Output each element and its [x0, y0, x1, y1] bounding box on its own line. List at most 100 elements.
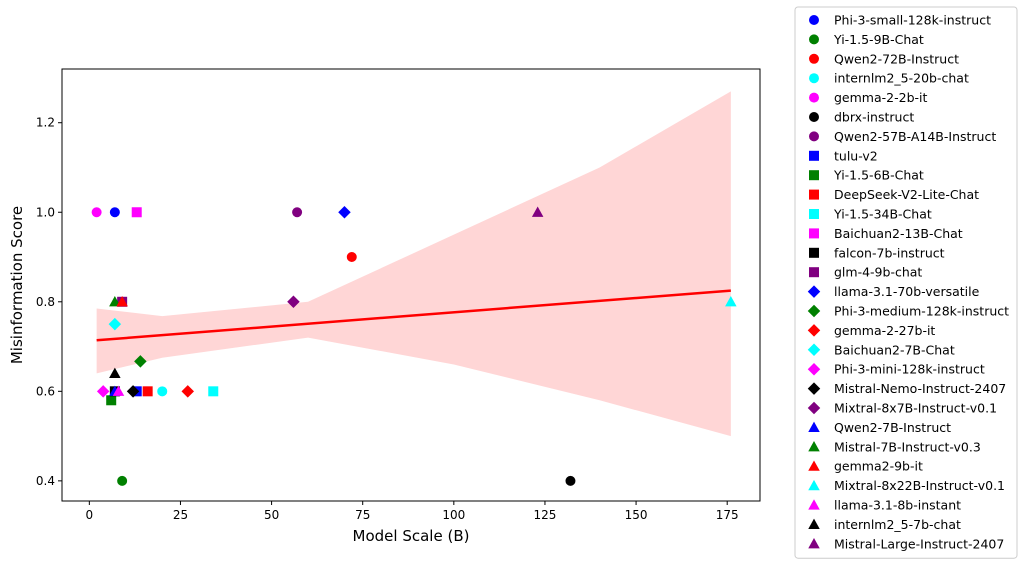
- legend-marker-mistral-large-instruct-2407: [808, 538, 820, 549]
- legend-label-yi-1-5-9b-chat: Yi-1.5-9B-Chat: [833, 32, 924, 47]
- x-tick-label: 175: [716, 508, 739, 522]
- x-axis: 0 25 50 75 100 125 150 175: [86, 501, 739, 522]
- legend-marker-yi-1-5-34b-chat: [809, 209, 819, 219]
- legend-label-gemma-2-2b-it: gemma-2-2b-it: [834, 90, 927, 105]
- y-axis-title: Misinformation Score: [8, 206, 26, 364]
- data-point-llama-3-1-70b-versatile: [338, 206, 351, 219]
- legend-label-baichuan2-13b-chat: Baichuan2-13B-Chat: [834, 226, 963, 241]
- legend-marker-yi-1-5-6b-chat: [809, 170, 819, 181]
- legend-marker-tulu-v2: [809, 150, 819, 161]
- data-point-mistral-7b-instruct-v0-3: [109, 296, 121, 307]
- legend-label-baichuan2-7b-chat: Baichuan2-7B-Chat: [834, 342, 955, 357]
- legend-marker-qwen2-72b-instruct: [809, 53, 819, 64]
- data-point-mistral-nemo-instruct-2407: [126, 385, 140, 398]
- legend-label-phi-3-small-128k-instruct: Phi-3-small-128k-instruct: [834, 13, 991, 28]
- data-point-gemma-2-2b-it: [91, 207, 102, 218]
- legend-marker-deepseek-v2-lite-chat: [809, 189, 819, 200]
- legend-marker-phi-3-mini-128k-instruct: [807, 362, 821, 376]
- y-tick-label: 0.8: [36, 295, 55, 309]
- legend-marker-glm-4-9b-chat: [809, 267, 819, 278]
- legend: Phi-3-small-128k-instruct Yi-1.5-9B-Chat Q…: [794, 6, 1018, 559]
- data-point-baichuan2-13b-chat: [131, 207, 142, 218]
- data-point-yi-1-5-6b-chat: [106, 395, 117, 406]
- legend-marker-baichuan2-7b-chat: [807, 343, 821, 357]
- legend-label-internlm2-5-20b-chat: internlm2_5-20b-chat: [834, 71, 969, 86]
- data-point-phi-3-medium-128k-instruct: [134, 355, 147, 368]
- y-tick-label: 0.6: [36, 384, 55, 398]
- legend-label-deepseek-v2-lite-chat: DeepSeek-V2-Lite-Chat: [834, 187, 979, 202]
- legend-label-mistral-nemo-instruct-2407: Mistral-Nemo-Instruct-2407: [834, 381, 1006, 396]
- data-point-gemma2-9b-it: [116, 296, 128, 307]
- data-point-qwen2-72b-instruct: [346, 252, 357, 263]
- data-point-yi-1-5-34b-chat: [208, 386, 219, 397]
- legend-label-llama-3-1-8b-instant: llama-3.1-8b-instant: [834, 498, 961, 513]
- data-point-dbrx-instruct: [565, 475, 576, 486]
- legend-marker-llama-3-1-8b-instant: [808, 499, 820, 510]
- y-tick-label: 1.2: [36, 116, 55, 130]
- legend-marker-qwen2-7b-instruct: [808, 421, 820, 432]
- legend-label-qwen2-7b-instruct: Qwen2-7B-Instruct: [834, 420, 951, 435]
- data-point-mixtral-8x22b-instruct-v0-1: [725, 296, 737, 307]
- data-point-phi-3-mini-128k-instruct: [96, 385, 110, 398]
- legend-marker-mixtral-8x7b-instruct-v0-1: [807, 401, 821, 415]
- legend-label-llama-3-1-70b-versatile: llama-3.1-70b-versatile: [834, 284, 980, 299]
- regression-line-layer: [96, 289, 731, 342]
- data-point-internlm2-5-7b-chat: [109, 367, 121, 379]
- y-tick-label: 1.0: [36, 205, 55, 219]
- legend-marker-gemma-2-27b-it: [807, 324, 821, 337]
- legend-marker-falcon-7b-instruct: [809, 247, 819, 258]
- data-points-layer: [91, 206, 737, 486]
- legend-marker-dbrx-instruct: [809, 112, 819, 122]
- legend-label-gemma-2-27b-it: gemma-2-27b-it: [834, 323, 935, 338]
- legend-marker-yi-1-5-9b-chat: [809, 34, 819, 45]
- y-tick-label: 0.4: [36, 474, 55, 488]
- x-tick-label: 25: [173, 508, 188, 522]
- x-tick-label: 0: [86, 508, 94, 522]
- data-point-baichuan2-7b-chat: [108, 317, 122, 331]
- legend-marker-phi-3-small-128k-instruct: [809, 15, 819, 25]
- y-axis: 0.4 0.6 0.8 1.0 1.2: [36, 116, 62, 488]
- legend-label-internlm2-5-7b-chat: internlm2_5-7b-chat: [834, 517, 961, 532]
- legend-label-mistral-large-instruct-2407: Mistral-Large-Instruct-2407: [834, 536, 1004, 551]
- x-tick-label: 75: [355, 508, 370, 522]
- legend-label-tulu-v2: tulu-v2: [834, 148, 878, 163]
- legend-label-yi-1-5-34b-chat: Yi-1.5-34B-Chat: [833, 207, 932, 222]
- legend-marker-baichuan2-13b-chat: [809, 228, 819, 239]
- data-point-mixtral-8x7b-instruct-v0-1: [287, 295, 300, 309]
- legend-label-mistral-7b-instruct-v0-3: Mistral-7B-Instruct-v0.3: [834, 439, 981, 454]
- legend-label-mixtral-8x22b-instruct-v0-1: Mixtral-8x22B-Instruct-v0.1: [834, 478, 1005, 493]
- legend-label-glm-4-9b-chat: glm-4-9b-chat: [834, 265, 922, 280]
- legend-marker-gemma2-9b-it: [808, 460, 820, 471]
- confidence-band: [96, 91, 731, 437]
- legend-label-qwen2-57b-a14b-instruct: Qwen2-57B-A14B-Instruct: [834, 129, 996, 144]
- confidence-band-layer: [96, 91, 731, 437]
- legend-label-yi-1-5-6b-chat: Yi-1.5-6B-Chat: [833, 168, 924, 183]
- x-tick-label: 125: [533, 508, 556, 522]
- legend-marker-mistral-7b-instruct-v0-3: [808, 441, 820, 452]
- legend-marker-mixtral-8x22b-instruct-v0-1: [808, 479, 820, 491]
- x-tick-label: 150: [625, 508, 648, 522]
- legend-label-qwen2-72b-instruct: Qwen2-72B-Instruct: [834, 51, 959, 66]
- legend-label-dbrx-instruct: dbrx-instruct: [834, 110, 914, 125]
- data-point-yi-1-5-9b-chat: [117, 475, 128, 486]
- data-point-qwen2-57b-a14b-instruct: [292, 207, 303, 218]
- legend-marker-internlm2-5-20b-chat: [809, 73, 819, 84]
- legend-label-mixtral-8x7b-instruct-v0-1: Mixtral-8x7B-Instruct-v0.1: [834, 401, 997, 416]
- legend-label-phi-3-medium-128k-instruct: Phi-3-medium-128k-instruct: [834, 304, 1009, 319]
- legend-marker-qwen2-57b-a14b-instruct: [809, 131, 819, 142]
- x-tick-label: 100: [442, 508, 465, 522]
- data-point-llama-3-1-8b-instant: [112, 385, 125, 396]
- x-tick-label: 50: [264, 508, 279, 522]
- legend-marker-llama-3-1-70b-versatile: [807, 285, 821, 298]
- legend-marker-mistral-nemo-instruct-2407: [807, 382, 821, 395]
- legend-label-falcon-7b-instruct: falcon-7b-instruct: [834, 245, 945, 260]
- data-point-phi-3-small-128k-instruct: [109, 207, 120, 218]
- regression-line: [96, 289, 731, 342]
- data-point-gemma-2-27b-it: [181, 385, 194, 398]
- data-point-internlm2-5-20b-chat: [157, 386, 168, 397]
- data-point-mistral-large-instruct-2407: [531, 206, 544, 217]
- legend-marker-internlm2-5-7b-chat: [808, 518, 820, 529]
- legend-frame: [794, 6, 1018, 559]
- data-point-deepseek-v2-lite-chat: [142, 386, 153, 397]
